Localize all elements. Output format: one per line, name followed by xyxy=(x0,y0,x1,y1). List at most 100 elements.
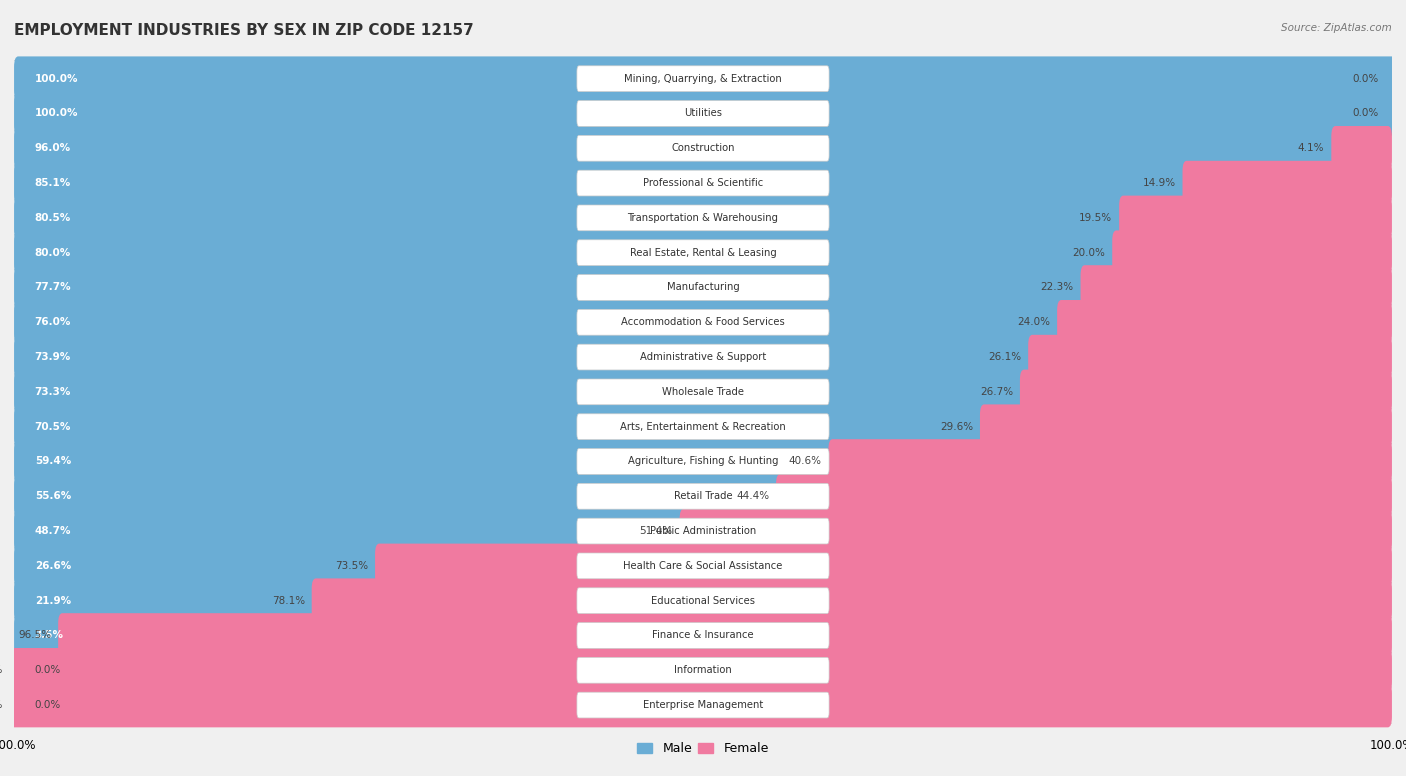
FancyBboxPatch shape xyxy=(828,439,1392,483)
FancyBboxPatch shape xyxy=(14,513,1392,549)
FancyBboxPatch shape xyxy=(576,275,830,300)
Text: 96.5%: 96.5% xyxy=(18,630,51,640)
FancyBboxPatch shape xyxy=(576,414,830,439)
FancyBboxPatch shape xyxy=(10,683,1392,727)
Text: Professional & Scientific: Professional & Scientific xyxy=(643,178,763,188)
Text: 20.0%: 20.0% xyxy=(1073,248,1105,258)
FancyBboxPatch shape xyxy=(14,618,1392,653)
FancyBboxPatch shape xyxy=(14,548,1392,584)
FancyBboxPatch shape xyxy=(14,583,1392,618)
FancyBboxPatch shape xyxy=(14,339,1392,375)
FancyBboxPatch shape xyxy=(576,449,830,474)
FancyBboxPatch shape xyxy=(576,553,830,579)
FancyBboxPatch shape xyxy=(14,613,66,658)
Text: 55.6%: 55.6% xyxy=(35,491,70,501)
Text: 100.0%: 100.0% xyxy=(0,665,3,675)
FancyBboxPatch shape xyxy=(14,196,1128,240)
Text: 19.5%: 19.5% xyxy=(1080,213,1112,223)
Text: 51.4%: 51.4% xyxy=(640,526,672,536)
Text: 76.0%: 76.0% xyxy=(35,317,72,327)
Text: Health Care & Social Assistance: Health Care & Social Assistance xyxy=(623,561,783,571)
Text: 80.0%: 80.0% xyxy=(35,248,70,258)
FancyBboxPatch shape xyxy=(1019,369,1392,414)
Text: 26.6%: 26.6% xyxy=(35,561,70,571)
Text: Real Estate, Rental & Leasing: Real Estate, Rental & Leasing xyxy=(630,248,776,258)
Text: 40.6%: 40.6% xyxy=(789,456,821,466)
FancyBboxPatch shape xyxy=(576,657,830,683)
FancyBboxPatch shape xyxy=(14,165,1392,201)
FancyBboxPatch shape xyxy=(14,578,321,623)
Text: 100.0%: 100.0% xyxy=(35,74,79,84)
FancyBboxPatch shape xyxy=(576,101,830,126)
FancyBboxPatch shape xyxy=(576,587,830,614)
FancyBboxPatch shape xyxy=(1028,334,1392,379)
FancyBboxPatch shape xyxy=(576,66,830,92)
FancyBboxPatch shape xyxy=(14,374,1392,410)
Text: 26.7%: 26.7% xyxy=(980,387,1014,397)
FancyBboxPatch shape xyxy=(10,648,1392,692)
Text: Utilities: Utilities xyxy=(683,109,723,119)
Text: Transportation & Warehousing: Transportation & Warehousing xyxy=(627,213,779,223)
FancyBboxPatch shape xyxy=(1112,230,1392,275)
Text: 70.5%: 70.5% xyxy=(35,421,72,431)
FancyBboxPatch shape xyxy=(14,126,1341,171)
FancyBboxPatch shape xyxy=(1119,196,1392,240)
Text: EMPLOYMENT INDUSTRIES BY SEX IN ZIP CODE 12157: EMPLOYMENT INDUSTRIES BY SEX IN ZIP CODE… xyxy=(14,23,474,38)
Text: 100.0%: 100.0% xyxy=(0,700,3,710)
Text: 14.9%: 14.9% xyxy=(1143,178,1175,188)
Text: Wholesale Trade: Wholesale Trade xyxy=(662,387,744,397)
Text: Construction: Construction xyxy=(671,144,735,154)
FancyBboxPatch shape xyxy=(1331,126,1392,171)
Text: 73.5%: 73.5% xyxy=(335,561,368,571)
FancyBboxPatch shape xyxy=(576,345,830,370)
Text: 0.0%: 0.0% xyxy=(35,665,60,675)
Text: 48.7%: 48.7% xyxy=(35,526,72,536)
FancyBboxPatch shape xyxy=(14,439,837,483)
FancyBboxPatch shape xyxy=(1057,300,1392,345)
Text: 78.1%: 78.1% xyxy=(271,596,305,606)
Text: 22.3%: 22.3% xyxy=(1040,282,1074,293)
FancyBboxPatch shape xyxy=(576,310,830,335)
FancyBboxPatch shape xyxy=(14,304,1392,341)
Text: Mining, Quarrying, & Extraction: Mining, Quarrying, & Extraction xyxy=(624,74,782,84)
Text: 0.0%: 0.0% xyxy=(1353,74,1378,84)
FancyBboxPatch shape xyxy=(14,544,385,588)
FancyBboxPatch shape xyxy=(576,483,830,509)
FancyBboxPatch shape xyxy=(1182,161,1392,206)
FancyBboxPatch shape xyxy=(14,509,689,553)
Text: Enterprise Management: Enterprise Management xyxy=(643,700,763,710)
FancyBboxPatch shape xyxy=(312,578,1392,623)
FancyBboxPatch shape xyxy=(14,57,1396,101)
Text: 73.3%: 73.3% xyxy=(35,387,72,397)
Text: 100.0%: 100.0% xyxy=(35,109,79,119)
Text: 77.7%: 77.7% xyxy=(35,282,72,293)
FancyBboxPatch shape xyxy=(980,404,1392,449)
FancyBboxPatch shape xyxy=(14,474,785,518)
Text: Agriculture, Fishing & Hunting: Agriculture, Fishing & Hunting xyxy=(627,456,779,466)
Text: 80.5%: 80.5% xyxy=(35,213,70,223)
FancyBboxPatch shape xyxy=(576,622,830,649)
FancyBboxPatch shape xyxy=(576,170,830,196)
FancyBboxPatch shape xyxy=(14,687,1392,723)
FancyBboxPatch shape xyxy=(14,409,1392,445)
Text: Retail Trade: Retail Trade xyxy=(673,491,733,501)
FancyBboxPatch shape xyxy=(375,544,1392,588)
Text: 4.1%: 4.1% xyxy=(1298,144,1324,154)
FancyBboxPatch shape xyxy=(14,161,1191,206)
FancyBboxPatch shape xyxy=(576,135,830,161)
Text: 96.0%: 96.0% xyxy=(35,144,70,154)
Text: Public Administration: Public Administration xyxy=(650,526,756,536)
FancyBboxPatch shape xyxy=(14,230,1121,275)
FancyBboxPatch shape xyxy=(14,61,1392,97)
FancyBboxPatch shape xyxy=(1081,265,1392,310)
FancyBboxPatch shape xyxy=(14,95,1392,132)
Text: Information: Information xyxy=(673,665,733,675)
FancyBboxPatch shape xyxy=(14,199,1392,236)
FancyBboxPatch shape xyxy=(14,404,990,449)
Text: 73.9%: 73.9% xyxy=(35,352,70,362)
Text: 29.6%: 29.6% xyxy=(941,421,973,431)
Text: 21.9%: 21.9% xyxy=(35,596,70,606)
Text: 24.0%: 24.0% xyxy=(1017,317,1050,327)
Text: 26.1%: 26.1% xyxy=(988,352,1021,362)
FancyBboxPatch shape xyxy=(576,205,830,230)
